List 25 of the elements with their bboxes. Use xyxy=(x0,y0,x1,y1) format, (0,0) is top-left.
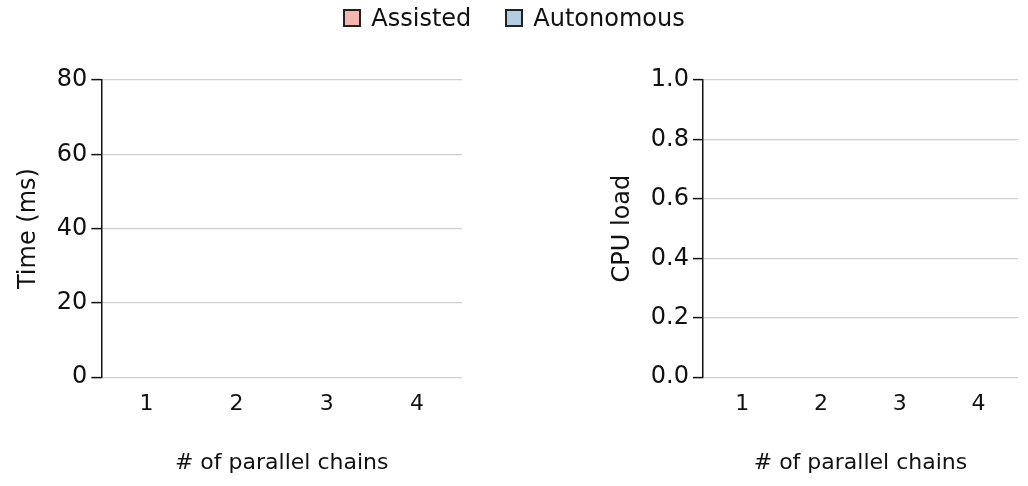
y-axis-title: CPU load xyxy=(606,174,635,283)
y-tick-label: 0.0 xyxy=(650,361,689,390)
y-tick-label: 1.0 xyxy=(650,64,689,93)
x-tick-label: 2 xyxy=(814,390,829,416)
x-tick-label: 4 xyxy=(409,390,424,416)
y-tick-label: 60 xyxy=(56,138,88,167)
x-tick-label: 1 xyxy=(735,390,750,416)
x-tick-label: 3 xyxy=(319,390,334,416)
y-tick-label: 0.8 xyxy=(650,123,689,152)
x-tick-label: 4 xyxy=(971,390,986,416)
legend-label: Assisted xyxy=(371,4,472,32)
x-axis-title: # of parallel chains xyxy=(753,448,968,474)
y-tick-label: 0 xyxy=(72,361,88,390)
y-tick-label: 40 xyxy=(56,212,88,241)
y-tick-label: 0.6 xyxy=(650,183,689,212)
x-tick-label: 1 xyxy=(139,390,154,416)
y-axis-title: Time (ms) xyxy=(12,168,41,291)
y-tick-label: 0.4 xyxy=(650,242,689,271)
y-tick-label: 80 xyxy=(56,64,88,93)
legend-label: Autonomous xyxy=(533,4,685,32)
x-tick-label: 2 xyxy=(229,390,244,416)
x-tick-label: 3 xyxy=(892,390,907,416)
y-tick-label: 0.2 xyxy=(650,301,689,330)
x-axis-title: # of parallel chains xyxy=(174,448,389,474)
y-tick-label: 20 xyxy=(56,287,88,316)
